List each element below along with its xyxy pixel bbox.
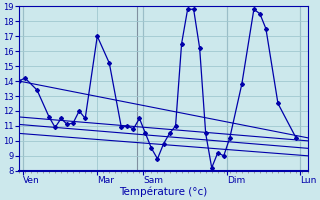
X-axis label: Température (°c): Température (°c) <box>119 187 208 197</box>
